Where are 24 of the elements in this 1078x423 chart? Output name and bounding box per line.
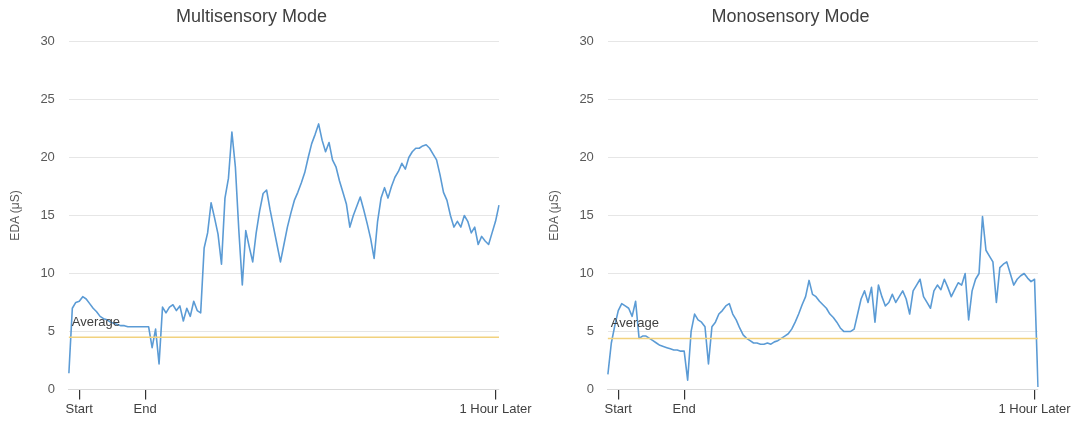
y-tick-label: 25: [579, 91, 594, 107]
y-tick-label: 0: [47, 380, 55, 396]
chart-title: Multisensory Mode: [175, 5, 328, 26]
y-tick-label: 20: [40, 149, 55, 165]
y-tick-label: 5: [586, 323, 594, 339]
y-tick-label: 15: [40, 207, 55, 223]
x-tick-label: 1 Hour Later: [998, 400, 1072, 416]
y-tick-label: 5: [47, 323, 55, 339]
y-tick-label: 30: [579, 33, 594, 49]
x-tick-label: 1 Hour Later: [459, 400, 533, 416]
y-axis-title: EDA (μS): [7, 190, 22, 241]
y-tick-label: 0: [586, 380, 594, 396]
y-tick-label: 10: [40, 265, 55, 281]
y-tick-label: 30: [40, 33, 55, 49]
y-tick-label: 20: [579, 149, 594, 165]
y-tick-label: 10: [579, 265, 594, 281]
chart-title: Monosensory Mode: [711, 5, 870, 26]
x-tick-label: End: [133, 400, 157, 416]
y-axis-title: EDA (μS): [546, 190, 561, 241]
x-tick-label: Start: [604, 400, 633, 416]
y-tick-label: 25: [40, 91, 55, 107]
x-tick-label: Start: [65, 400, 94, 416]
y-tick-label: 15: [579, 207, 594, 223]
x-tick-label: End: [672, 400, 696, 416]
